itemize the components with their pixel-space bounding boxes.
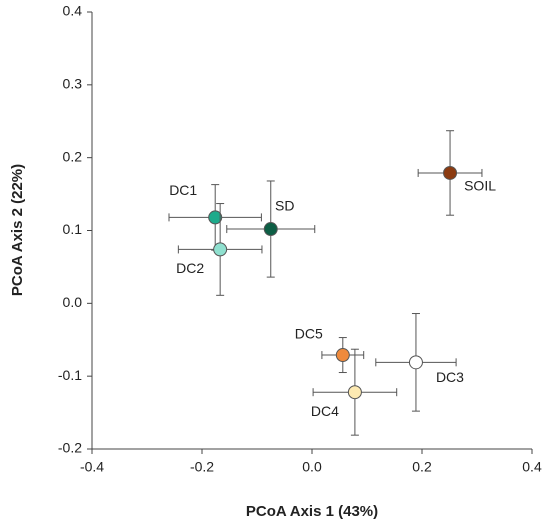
y-axis-label: PCoA Axis 2 (22%) <box>9 164 26 296</box>
point <box>208 210 223 225</box>
y-tick-label: 0.4 <box>63 3 83 19</box>
y-tick-label: 0.3 <box>63 76 83 92</box>
x-tick-label: -0.4 <box>80 459 104 475</box>
point <box>263 222 278 237</box>
x-tick-label: -0.2 <box>190 459 214 475</box>
y-tick-label: -0.2 <box>58 440 82 456</box>
point <box>335 348 350 363</box>
point <box>347 385 362 400</box>
point-label: DC3 <box>436 369 464 385</box>
point-label: DC1 <box>169 182 197 198</box>
point-label: SD <box>275 198 294 214</box>
point-label: SOIL <box>464 178 496 194</box>
point <box>213 242 228 257</box>
point <box>443 165 458 180</box>
x-axis-label: PCoA Axis 1 (43%) <box>246 503 378 520</box>
point-label: DC5 <box>295 326 323 342</box>
x-tick-label: 0.4 <box>522 459 542 475</box>
y-tick-label: -0.1 <box>58 367 82 383</box>
point-label: DC4 <box>311 403 339 419</box>
x-tick-label: 0.0 <box>302 459 322 475</box>
y-tick-label: 0.0 <box>63 294 83 310</box>
point-label: DC2 <box>176 260 204 276</box>
x-tick-label: 0.2 <box>412 459 432 475</box>
y-tick-label: 0.1 <box>63 221 83 237</box>
point <box>408 355 423 370</box>
y-tick-label: 0.2 <box>63 148 83 164</box>
